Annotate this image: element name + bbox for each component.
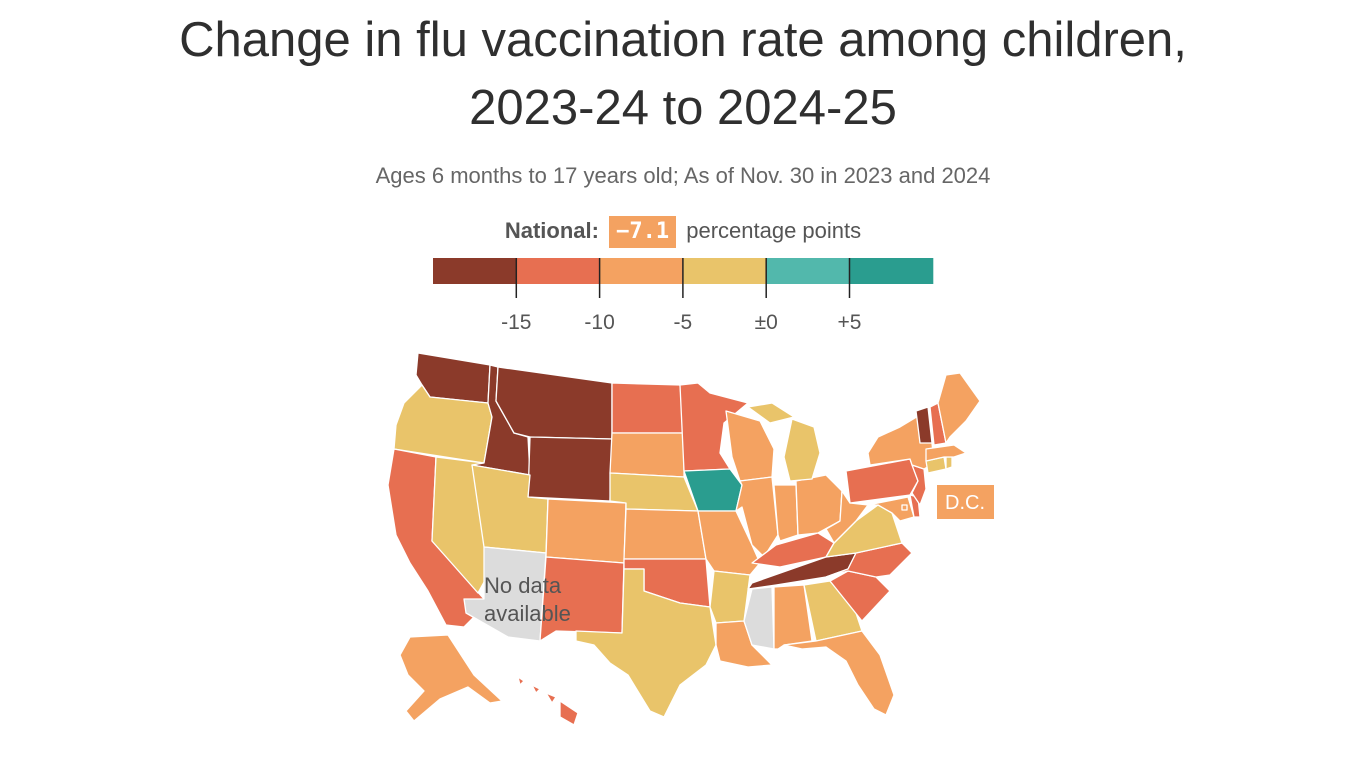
state-pa xyxy=(845,458,919,504)
legend-bin-m10_m5 xyxy=(599,258,684,284)
legend-tick-label: -5 xyxy=(674,311,693,334)
state-wy xyxy=(527,436,613,502)
dc-callout-label: D.C. xyxy=(945,492,985,514)
no-data-label: No data available xyxy=(484,573,571,626)
legend-bin-m5_0 xyxy=(682,258,767,284)
state-ms xyxy=(743,586,775,650)
national-unit: percentage points xyxy=(686,218,862,243)
national-value-badge: −7.1 xyxy=(609,216,677,248)
state-nc xyxy=(825,542,913,578)
state-nv xyxy=(431,456,489,594)
state-wv xyxy=(825,490,869,544)
state-co xyxy=(545,498,627,564)
national-label: National: xyxy=(504,218,599,243)
legend-tick-label: +5 xyxy=(838,311,862,334)
state-mt xyxy=(495,366,613,440)
legend-tick-label: -15 xyxy=(501,311,531,334)
title-line-1: Change in flu vaccination rate among chi… xyxy=(179,13,1187,67)
state-md xyxy=(867,496,915,522)
state-il xyxy=(735,476,779,558)
state-ga xyxy=(803,580,863,642)
state-ma xyxy=(925,444,967,462)
state-me xyxy=(937,372,981,444)
state-nd xyxy=(611,382,685,434)
title-line-2: 2023-24 to 2024-25 xyxy=(469,81,897,135)
state-ar xyxy=(709,570,751,624)
state-sd xyxy=(609,432,685,478)
state-in xyxy=(773,484,799,542)
dc-callout-box xyxy=(937,485,994,519)
legend-bin-p0_p5 xyxy=(766,258,850,284)
chart-title: Change in flu vaccination rate among chi… xyxy=(0,6,1366,142)
national-summary: National: −7.1 percentage points xyxy=(0,216,1366,248)
state-ri xyxy=(945,456,953,470)
state-tx xyxy=(575,568,717,718)
state-ks xyxy=(623,508,707,560)
us-map: No data available D.C. xyxy=(387,352,994,726)
legend-bin-m15_m10 xyxy=(516,258,601,284)
color-legend: -15 -10 -5 ±0 +5 xyxy=(433,258,934,334)
legend-tick-label: -10 xyxy=(584,311,614,334)
state-dc xyxy=(901,504,908,511)
legend-bin-gt_p5 xyxy=(849,258,934,284)
state-mo xyxy=(697,510,761,576)
state-wi xyxy=(725,410,775,482)
state-fl xyxy=(783,630,895,716)
chart-subtitle: Ages 6 months to 17 years old; As of Nov… xyxy=(375,163,991,188)
state-hi xyxy=(517,676,579,726)
state-sc xyxy=(829,570,891,622)
legend-tick-label: ±0 xyxy=(755,311,778,334)
state-nm xyxy=(539,556,625,642)
state-vt xyxy=(915,406,933,444)
state-mi xyxy=(747,402,821,482)
state-ak xyxy=(399,634,503,722)
legend-bin-lt_m15 xyxy=(433,258,517,284)
